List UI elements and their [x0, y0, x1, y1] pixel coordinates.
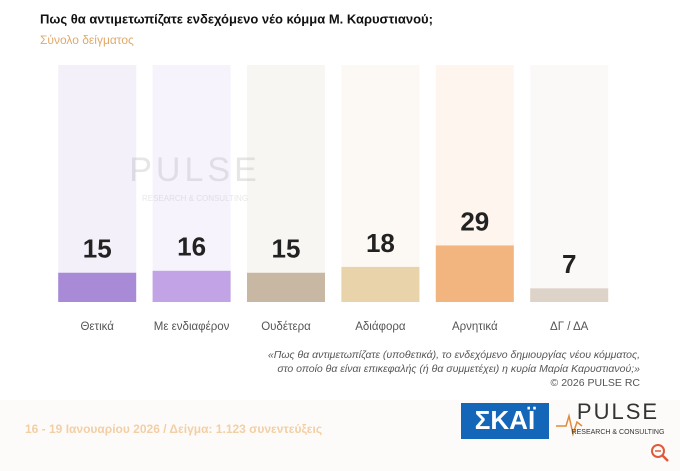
- x-tick-label: Θετικά: [80, 321, 114, 333]
- bar: [58, 272, 137, 302]
- footer: 16 - 19 Ιανουαρίου 2026 / Δείγμα: 1.123 …: [25, 422, 322, 436]
- bar-background: [530, 65, 609, 302]
- x-tick-label: Αδιάφορα: [355, 321, 406, 333]
- watermark-sub: RESEARCH & CONSULTING: [142, 194, 248, 203]
- note-line: στο οποίο θα είναι επικεφαλής (ή θα συμμ…: [277, 363, 640, 375]
- watermark-text: PULSE: [129, 151, 261, 189]
- x-tick-label: Ουδέτερα: [261, 321, 311, 333]
- value-label: 29: [460, 206, 489, 236]
- value-label: 18: [366, 228, 395, 258]
- value-label: 15: [83, 234, 112, 264]
- bar: [152, 270, 231, 302]
- chart-title: Πως θα αντιμετωπίζατε ενδεχόμενο νέο κόμ…: [40, 11, 433, 26]
- copyright: © 2026 PULSE RC: [551, 377, 641, 389]
- logo-right: PULSE: [577, 399, 659, 424]
- bar-background: [58, 65, 137, 302]
- footer-band: [0, 400, 680, 471]
- x-tick-label: Αρνητικά: [452, 321, 498, 333]
- logo-left-box: [461, 403, 549, 439]
- zoom-circle: [651, 444, 665, 458]
- bar-background: [152, 65, 231, 302]
- bar: [341, 266, 420, 302]
- value-label: 15: [272, 234, 301, 264]
- x-tick-label: ΔΓ / ΔΑ: [550, 321, 589, 333]
- logo-left: ΣΚΑΪ: [475, 405, 536, 435]
- bar-background: [247, 65, 325, 302]
- note-line: «Πως θα αντιμετωπίζατε (υποθετικά), το ε…: [268, 349, 640, 361]
- bars: 15 Θετικά 16 Με ενδιαφέρον 15 Ουδέτερα 18 Αδιάφ…: [58, 65, 609, 333]
- chart-subtitle: Σύνολο δείγματος: [40, 33, 134, 47]
- value-label: 16: [177, 232, 206, 262]
- bar-background: [341, 65, 420, 302]
- zoom-icon[interactable]: [651, 444, 669, 462]
- watermark: PULSE RESEARCH & CONSULTING: [129, 151, 261, 203]
- bar: [247, 272, 325, 302]
- bar: [530, 288, 609, 302]
- value-label: 7: [562, 249, 576, 279]
- logo-pulse-line: [556, 413, 583, 437]
- x-tick-label: Με ενδιαφέρον: [154, 321, 230, 333]
- logo-right-sub: RESEARCH & CONSULTING: [572, 429, 665, 436]
- bar: [435, 245, 514, 302]
- zoom-handle: [661, 454, 669, 462]
